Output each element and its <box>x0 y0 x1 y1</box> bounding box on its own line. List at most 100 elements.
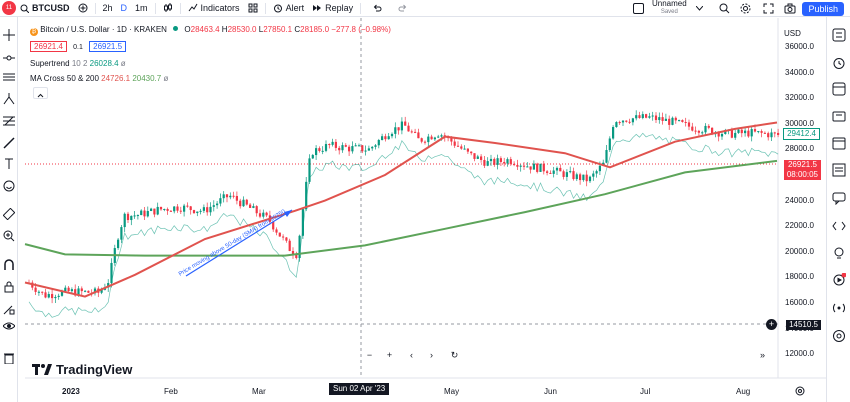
candle-body <box>341 145 344 151</box>
interval-1d[interactable]: D <box>120 3 128 13</box>
crosshair-icon[interactable] <box>3 29 15 41</box>
candle-body <box>377 139 380 146</box>
lock-icon[interactable] <box>3 281 15 293</box>
eye-icon[interactable] <box>3 320 15 332</box>
layout-name-button[interactable]: Unnamed Saved <box>652 0 687 16</box>
candle-body <box>463 148 466 150</box>
candle-body <box>103 287 106 290</box>
redo-button[interactable] <box>394 0 412 17</box>
streams-icon[interactable] <box>832 273 846 287</box>
candle-body <box>31 282 34 288</box>
zoom-in-icon[interactable] <box>3 230 15 242</box>
text-icon[interactable] <box>3 158 15 170</box>
currency-label[interactable]: USD <box>784 29 801 38</box>
hotlist-icon[interactable] <box>832 109 846 123</box>
collapse-legend-button[interactable] <box>33 87 48 99</box>
calendar-icon[interactable] <box>832 136 846 150</box>
candle-body <box>496 158 499 165</box>
sell-price-button[interactable]: 26921.4 <box>30 41 67 52</box>
alert-button[interactable]: Alert <box>269 0 309 17</box>
candle-body <box>618 122 621 124</box>
candle-body <box>493 158 496 165</box>
data-window-icon[interactable] <box>832 82 846 96</box>
candle-body <box>146 210 149 217</box>
candle-body <box>364 150 367 152</box>
user-avatar[interactable]: 11 <box>2 1 16 15</box>
candle-body <box>219 198 222 204</box>
fib-retracement-icon[interactable] <box>3 115 15 127</box>
alarm-clock-icon[interactable] <box>832 56 846 70</box>
ideas-icon[interactable] <box>832 246 846 260</box>
camera-icon[interactable] <box>784 3 796 14</box>
horizontal-lines-icon[interactable] <box>3 71 15 83</box>
candle-body <box>579 174 582 181</box>
price-tick-label: 32000.0 <box>785 93 814 103</box>
pitchfork-icon[interactable] <box>3 93 15 105</box>
gear-icon[interactable] <box>740 3 751 14</box>
brush-icon[interactable] <box>3 137 15 149</box>
candle-body <box>110 262 113 284</box>
candle-body <box>730 129 733 138</box>
zoom-out-button[interactable]: − <box>366 350 373 360</box>
candle-body <box>407 125 410 132</box>
chat-icon[interactable] <box>832 191 846 205</box>
candle-body <box>753 129 757 132</box>
replay-button[interactable]: Replay <box>308 0 357 17</box>
reset-chart-button[interactable]: ↻ <box>450 350 459 360</box>
chart-type-button[interactable] <box>159 0 177 17</box>
interval-1m[interactable]: 1m <box>135 3 148 13</box>
news-icon[interactable] <box>832 163 846 177</box>
select-layout-checkbox[interactable] <box>633 3 644 14</box>
add-price-alert-button[interactable]: + <box>766 319 777 330</box>
broadcast-icon[interactable] <box>832 301 846 315</box>
interval-2h[interactable]: 2h <box>102 3 113 13</box>
ruler-icon[interactable] <box>3 208 15 220</box>
candle-body <box>417 132 420 139</box>
candle-body <box>704 125 707 133</box>
price-tick-label: 36000.0 <box>785 42 814 51</box>
candle-body <box>740 129 743 134</box>
alarm-clock-icon <box>273 4 282 13</box>
symbol-search[interactable]: BTCUSD <box>16 0 74 17</box>
candle-body <box>169 210 172 212</box>
quick-search-icon[interactable] <box>719 3 730 14</box>
watchlist-icon[interactable] <box>832 28 846 42</box>
publish-button[interactable]: Publish <box>802 2 844 16</box>
indicators-button[interactable]: Indicators <box>184 0 244 17</box>
help-icon[interactable] <box>832 329 846 343</box>
candle-body <box>235 195 238 201</box>
redo-icon <box>398 4 407 12</box>
candle-body <box>503 161 506 164</box>
time-axis-settings-icon[interactable] <box>795 386 805 396</box>
fullscreen-icon[interactable] <box>763 3 774 14</box>
trendline-icon[interactable] <box>3 52 15 64</box>
candle-body <box>34 287 37 292</box>
pine-editor-icon[interactable] <box>832 219 846 233</box>
buy-price-button[interactable]: 26921.5 <box>89 41 127 52</box>
trash-icon[interactable] <box>3 352 15 364</box>
time-tick-label: Jun <box>544 387 557 396</box>
candle-body <box>225 194 229 198</box>
zoom-in-button[interactable]: + <box>386 350 393 360</box>
candle-body <box>311 155 314 159</box>
scroll-right-button[interactable]: › <box>430 350 433 360</box>
scroll-left-button[interactable]: ‹ <box>410 350 413 360</box>
magnet-icon[interactable] <box>3 259 15 271</box>
candle-body <box>348 146 351 152</box>
undo-button[interactable] <box>368 0 386 17</box>
candle-body <box>760 131 763 133</box>
smiley-icon[interactable] <box>3 180 15 192</box>
tradingview-logo[interactable]: TradingView <box>32 362 132 377</box>
indicator-name: Supertrend <box>30 59 70 68</box>
chevron-down-icon[interactable] <box>696 6 703 11</box>
high-label: H <box>221 25 228 34</box>
compare-button[interactable] <box>74 0 92 17</box>
pencil-lock-icon[interactable] <box>3 303 15 315</box>
candle-body <box>727 129 730 131</box>
candle-body <box>582 174 585 181</box>
scroll-to-realtime-button[interactable]: » <box>759 350 765 360</box>
candle-body <box>466 148 469 152</box>
candle-body <box>612 127 615 139</box>
layouts-button[interactable] <box>244 0 262 17</box>
